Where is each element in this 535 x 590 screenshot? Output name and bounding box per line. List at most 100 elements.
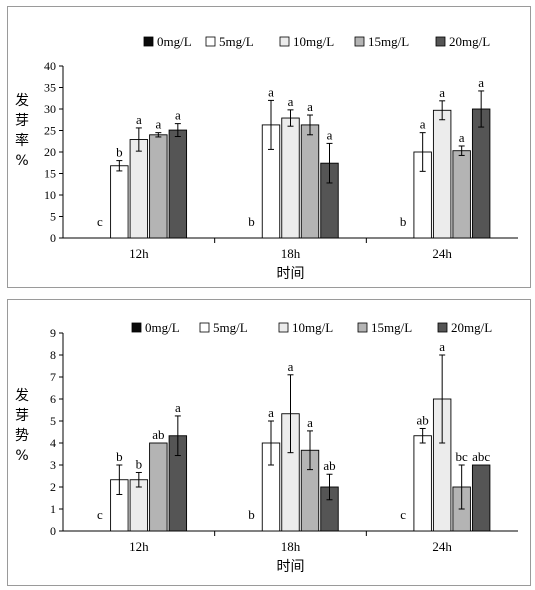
significance-letter-0-3: a xyxy=(155,117,161,132)
legend-swatch-3 xyxy=(354,36,365,47)
bar-2-2 xyxy=(432,109,452,239)
bar-0-1 xyxy=(110,165,129,239)
bar-2-4 xyxy=(471,108,491,239)
significance-letter-2-3: a xyxy=(459,130,465,145)
significance-letter-1-4: ab xyxy=(323,458,335,473)
legend-swatch-0 xyxy=(131,322,142,333)
x-tick-label-0: 12h xyxy=(129,539,149,554)
y-tick-label-3: 3 xyxy=(50,458,56,472)
y-tick-label-2: 10 xyxy=(44,188,56,202)
y-tick-label-8: 8 xyxy=(50,348,56,362)
significance-letter-0-3: ab xyxy=(152,427,164,442)
significance-letter-2-1: ab xyxy=(417,412,429,427)
y-axis-label-char-3: % xyxy=(15,448,28,464)
legend-swatch-4 xyxy=(435,36,446,47)
significance-letter-1-1: a xyxy=(268,84,274,99)
legend-label-2: 10mg/L xyxy=(292,320,333,335)
y-axis-label-char-2: 势 xyxy=(15,428,29,444)
bar-0-3 xyxy=(149,442,168,532)
bar-2-3 xyxy=(452,150,471,239)
significance-letter-2-3: bc xyxy=(456,449,469,464)
legend-label-3: 15mg/L xyxy=(368,34,409,49)
legend-swatch-1 xyxy=(199,322,210,333)
legend-swatch-2 xyxy=(279,36,290,47)
significance-letter-1-4: a xyxy=(327,127,333,142)
bar-2-1 xyxy=(413,435,432,532)
y-axis-label-char-1: 芽 xyxy=(15,408,29,424)
significance-letter-2-4: a xyxy=(478,75,484,90)
y-tick-label-4: 20 xyxy=(44,145,56,159)
significance-letter-0-4: a xyxy=(175,108,181,123)
y-tick-label-3: 15 xyxy=(44,167,56,181)
bar-2-4 xyxy=(471,464,491,532)
bar-0-2 xyxy=(129,139,149,239)
legend-label-2: 10mg/L xyxy=(293,34,334,49)
significance-letter-0-4: a xyxy=(175,400,181,415)
legend-swatch-0 xyxy=(143,36,154,47)
significance-letter-2-2: a xyxy=(439,85,445,100)
y-tick-label-2: 2 xyxy=(50,480,56,494)
y-axis-label-char-3: % xyxy=(15,153,28,169)
x-tick-label-2: 24h xyxy=(432,246,452,261)
bar-1-2 xyxy=(281,117,300,239)
legend-label-4: 20mg/L xyxy=(449,34,490,49)
significance-letter-0-1: b xyxy=(116,145,123,160)
y-tick-label-6: 6 xyxy=(50,392,56,406)
significance-letter-2-0: c xyxy=(400,507,406,522)
y-tick-label-9: 9 xyxy=(50,326,56,340)
legend-label-1: 5mg/L xyxy=(213,320,248,335)
significance-letter-1-3: a xyxy=(307,99,313,114)
y-tick-label-7: 7 xyxy=(50,370,56,384)
germination-energy-chart: 0mg/L 5mg/L 10mg/L 15mg/L 20mg/L 0 1 2 3 4 5 6 7 8 9 发芽… xyxy=(7,299,531,586)
legend-swatch-3 xyxy=(357,322,368,333)
germination-rate-svg: 0mg/L 5mg/L 10mg/L 15mg/L 20mg/L 0 5 10 15 20 25 30… xyxy=(15,34,518,282)
significance-letter-1-0: b xyxy=(248,507,255,522)
legend-label-1: 5mg/L xyxy=(219,34,254,49)
significance-letter-2-2: a xyxy=(439,339,445,354)
y-axis-label-char-2: 率 xyxy=(15,132,29,149)
legend-label-0: 0mg/L xyxy=(157,34,192,49)
y-tick-label-5: 5 xyxy=(50,414,56,428)
x-tick-label-1: 18h xyxy=(281,539,301,554)
x-tick-label-1: 18h xyxy=(281,246,301,261)
y-tick-label-8: 40 xyxy=(44,59,56,73)
y-tick-label-1: 1 xyxy=(50,502,56,516)
legend-swatch-1 xyxy=(205,36,216,47)
significance-letter-1-1: a xyxy=(268,405,274,420)
significance-letter-1-3: a xyxy=(307,415,313,430)
x-tick-label-2: 24h xyxy=(432,539,452,554)
y-tick-label-0: 0 xyxy=(50,231,56,245)
y-axis-label-char-0: 发 xyxy=(15,93,29,109)
legend-swatch-2 xyxy=(278,322,289,333)
significance-letter-0-0: c xyxy=(97,214,103,229)
y-tick-label-0: 0 xyxy=(50,524,56,538)
legend-swatch-4 xyxy=(437,322,448,333)
significance-letter-2-0: b xyxy=(400,214,407,229)
legend-label-4: 20mg/L xyxy=(451,320,492,335)
significance-letter-1-2: a xyxy=(288,359,294,374)
y-axis-label-char-0: 发 xyxy=(15,388,29,404)
significance-letter-2-4: abc xyxy=(472,449,490,464)
significance-letter-1-0: b xyxy=(248,214,255,229)
significance-letter-0-2: b xyxy=(136,456,143,471)
significance-letter-0-0: c xyxy=(97,507,103,522)
y-tick-label-6: 30 xyxy=(44,102,56,116)
bar-0-3 xyxy=(149,134,168,239)
x-tick-label-0: 12h xyxy=(129,246,149,261)
x-axis-label: 时间 xyxy=(277,559,305,575)
germination-energy-svg: 0mg/L 5mg/L 10mg/L 15mg/L 20mg/L 0 1 2 3 4 5 6 7 8 9 发芽… xyxy=(15,320,518,575)
significance-letter-0-2: a xyxy=(136,112,142,127)
bar-0-4 xyxy=(168,129,188,239)
y-tick-label-4: 4 xyxy=(50,436,56,450)
bar-1-3 xyxy=(300,124,320,239)
legend-label-0: 0mg/L xyxy=(145,320,180,335)
significance-letter-2-1: a xyxy=(420,117,426,132)
legend-label-3: 15mg/L xyxy=(371,320,412,335)
significance-letter-1-2: a xyxy=(288,94,294,109)
germination-rate-chart: 0mg/L 5mg/L 10mg/L 15mg/L 20mg/L 0 5 10 15 20 25 30… xyxy=(7,6,531,288)
y-tick-label-7: 35 xyxy=(44,81,56,95)
significance-letter-0-1: b xyxy=(116,449,123,464)
y-tick-label-1: 5 xyxy=(50,210,56,224)
y-axis-label-char-1: 芽 xyxy=(15,113,29,129)
x-axis-label: 时间 xyxy=(277,266,305,282)
